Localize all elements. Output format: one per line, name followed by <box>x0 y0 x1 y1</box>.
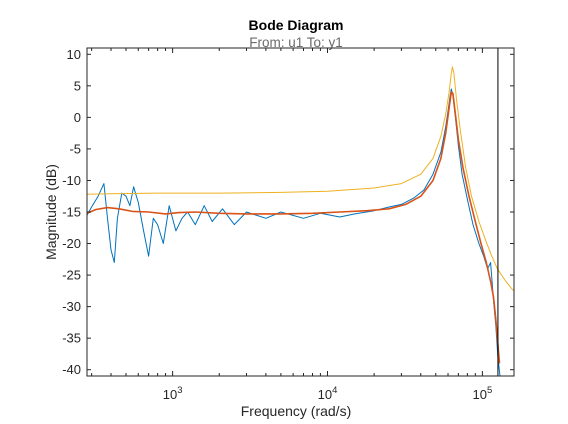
chart-subtitle: From: u1 To: y1 <box>249 35 343 50</box>
x-axis-ticks: 103 104 105 <box>91 48 493 402</box>
y-axis-label: Magnitude (dB) <box>43 164 59 260</box>
y-tick-label: -5 <box>69 141 81 156</box>
y-tick-label: 10 <box>67 47 81 62</box>
measured-response-line <box>87 88 501 376</box>
model-response-line <box>87 66 514 292</box>
y-tick-label: -30 <box>62 299 81 314</box>
x-axis-label: Frequency (rad/s) <box>241 403 351 419</box>
y-axis-ticks: 10 5 0 -5 -10 -15 -20 -25 -30 -35 -40 <box>62 47 514 377</box>
y-tick-label: -15 <box>62 205 81 220</box>
smoothed-response-line <box>87 91 501 364</box>
y-tick-label: -25 <box>62 268 81 283</box>
chart-title: Bode Diagram <box>249 17 344 33</box>
x-tick-label: 103 <box>163 385 183 402</box>
series-layer <box>87 66 514 376</box>
x-tick-label: 105 <box>473 385 493 402</box>
x-tick-label: 104 <box>318 385 338 402</box>
y-tick-label: -20 <box>62 236 81 251</box>
y-tick-label: 5 <box>74 78 81 93</box>
y-tick-label: -40 <box>62 362 81 377</box>
y-tick-label: -35 <box>62 331 81 346</box>
y-tick-label: 0 <box>74 110 81 125</box>
y-tick-label: -10 <box>62 173 81 188</box>
